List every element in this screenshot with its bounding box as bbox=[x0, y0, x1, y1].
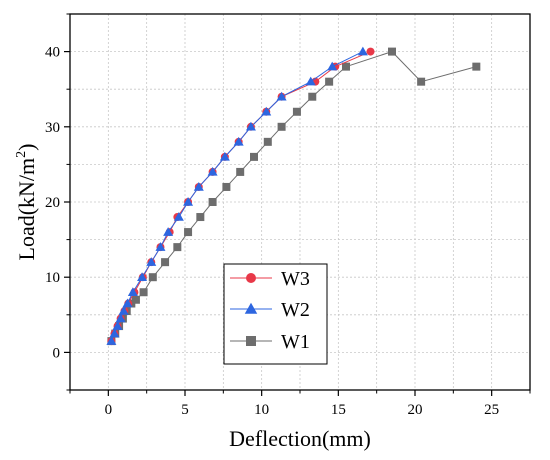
data-point-w2 bbox=[115, 313, 126, 323]
data-point-w2 bbox=[106, 336, 117, 345]
series-group bbox=[106, 46, 481, 346]
data-point-w2 bbox=[357, 46, 368, 56]
data-point-w2 bbox=[163, 227, 174, 236]
data-point-w1 bbox=[148, 273, 157, 282]
data-point-w2 bbox=[137, 272, 148, 281]
legend-label: W2 bbox=[281, 299, 310, 321]
x-axis-title: Deflection(mm) bbox=[229, 426, 371, 451]
data-point-w2 bbox=[261, 106, 272, 116]
data-point-w2 bbox=[207, 166, 218, 176]
data-point-w2 bbox=[127, 287, 138, 296]
data-point-w1 bbox=[184, 228, 193, 237]
data-point-w1 bbox=[246, 336, 256, 346]
x-tick-label: 0 bbox=[105, 402, 113, 418]
data-point-w2 bbox=[276, 91, 287, 101]
data-point-w2 bbox=[305, 76, 316, 86]
series-w2 bbox=[106, 46, 368, 345]
data-point-w3 bbox=[366, 47, 375, 56]
y-axis-title: Load(kN/m2) bbox=[14, 144, 39, 261]
y-tick-label: 30 bbox=[45, 120, 60, 136]
legend-entry-w1: W1 bbox=[230, 331, 310, 353]
legend-label: W3 bbox=[281, 268, 310, 290]
data-point-w2 bbox=[155, 242, 166, 251]
data-point-w2 bbox=[244, 302, 258, 314]
data-point-w2 bbox=[118, 306, 129, 315]
data-point-w2 bbox=[146, 257, 157, 266]
data-point-w1 bbox=[208, 198, 217, 206]
data-point-w3 bbox=[246, 273, 256, 283]
data-point-w2 bbox=[193, 181, 204, 191]
data-point-w2 bbox=[183, 197, 194, 206]
y-tick-label: 20 bbox=[45, 195, 60, 211]
data-point-w1 bbox=[131, 295, 140, 304]
grid bbox=[70, 14, 530, 390]
data-point-w1 bbox=[325, 77, 334, 86]
x-tick-label: 15 bbox=[331, 402, 346, 418]
legend-label: W1 bbox=[281, 331, 310, 353]
data-point-w2 bbox=[245, 121, 256, 131]
y-tick-label: 40 bbox=[45, 45, 60, 61]
data-point-w1 bbox=[292, 107, 301, 116]
data-point-w2 bbox=[122, 298, 133, 308]
y-tick-label: 10 bbox=[45, 270, 60, 286]
data-point-w2 bbox=[112, 321, 123, 330]
data-point-w1 bbox=[342, 62, 350, 71]
data-point-w1 bbox=[222, 182, 231, 191]
data-point-w1 bbox=[173, 243, 182, 252]
data-point-w1 bbox=[472, 62, 481, 71]
data-point-w2 bbox=[327, 61, 338, 71]
data-point-w2 bbox=[173, 212, 184, 221]
data-point-w1 bbox=[236, 167, 245, 176]
x-tick-label: 10 bbox=[254, 402, 269, 418]
x-tick-label: 20 bbox=[408, 402, 423, 418]
legend-entry-w3: W3 bbox=[230, 268, 310, 290]
data-point-w1 bbox=[308, 92, 317, 101]
x-tick-label: 25 bbox=[484, 402, 499, 418]
data-point-w2 bbox=[233, 136, 244, 146]
legend-entry-w2: W2 bbox=[230, 299, 310, 321]
legend-box bbox=[223, 263, 328, 365]
data-point-w1 bbox=[388, 47, 396, 56]
y-axis-title-sup: 2 bbox=[14, 151, 29, 158]
data-point-w1 bbox=[161, 258, 170, 267]
data-point-w2 bbox=[219, 151, 230, 161]
y-axis-title-close: ) bbox=[14, 144, 39, 151]
legend: W3 W2 W1 bbox=[223, 263, 328, 365]
y-axis-title-main: Load(kN/m bbox=[14, 158, 39, 261]
x-tick-label: 5 bbox=[181, 402, 189, 418]
data-point-w1 bbox=[277, 122, 286, 131]
series-w1 bbox=[107, 47, 481, 346]
axis-ticks: 0 5 10 15 20 25 0 10 20 30 40 bbox=[45, 13, 531, 418]
data-point-w1 bbox=[250, 152, 258, 161]
data-point-w1 bbox=[417, 77, 426, 86]
data-point-w1 bbox=[263, 137, 272, 146]
data-point-w2 bbox=[109, 328, 120, 338]
y-tick-label: 0 bbox=[53, 345, 61, 361]
data-point-w1 bbox=[139, 288, 148, 297]
data-point-w1 bbox=[196, 213, 205, 222]
